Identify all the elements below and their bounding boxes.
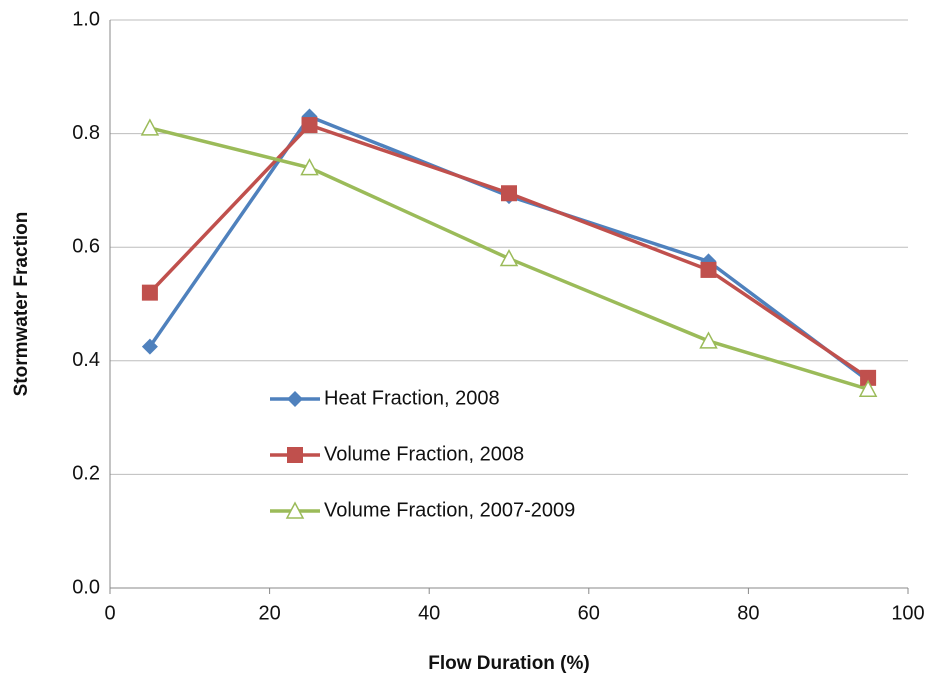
legend: Heat Fraction, 2008 Volume Fraction, 2008… bbox=[270, 387, 575, 521]
marker bbox=[300, 158, 319, 176]
legend-label: Volume Fraction, 2007-2009 bbox=[324, 499, 575, 521]
x-tick-label: 0 bbox=[104, 602, 115, 624]
marker bbox=[141, 284, 158, 301]
x-tick-label: 60 bbox=[578, 602, 600, 624]
legend-label: Heat Fraction, 2008 bbox=[324, 387, 500, 409]
y-axis-title: Stormwater Fraction bbox=[11, 212, 32, 397]
y-tick-label: 1.0 bbox=[72, 8, 100, 30]
y-tick-label: 0.2 bbox=[72, 463, 100, 485]
legend-marker bbox=[287, 391, 303, 407]
x-axis-title: Flow Duration (%) bbox=[428, 653, 589, 674]
y-tick-label: 0.8 bbox=[72, 122, 100, 144]
legend-marker bbox=[287, 447, 303, 463]
marker bbox=[499, 248, 519, 267]
x-tick-label: 100 bbox=[891, 602, 924, 624]
y-tick-label: 0.4 bbox=[72, 349, 100, 371]
marker bbox=[301, 117, 318, 134]
marker bbox=[141, 338, 158, 355]
marker bbox=[699, 331, 718, 349]
y-tick-label: 0.0 bbox=[72, 576, 100, 598]
legend-marker bbox=[285, 501, 305, 519]
marker bbox=[140, 118, 160, 136]
y-tick-label: 0.6 bbox=[72, 235, 100, 257]
marker bbox=[860, 369, 877, 386]
marker bbox=[501, 185, 517, 202]
x-tick-label: 20 bbox=[258, 602, 280, 624]
marker bbox=[700, 261, 717, 278]
x-tick-label: 40 bbox=[418, 602, 440, 624]
marker bbox=[858, 379, 878, 397]
legend-label: Volume Fraction, 2008 bbox=[324, 443, 524, 465]
x-tick-label: 80 bbox=[737, 602, 759, 624]
